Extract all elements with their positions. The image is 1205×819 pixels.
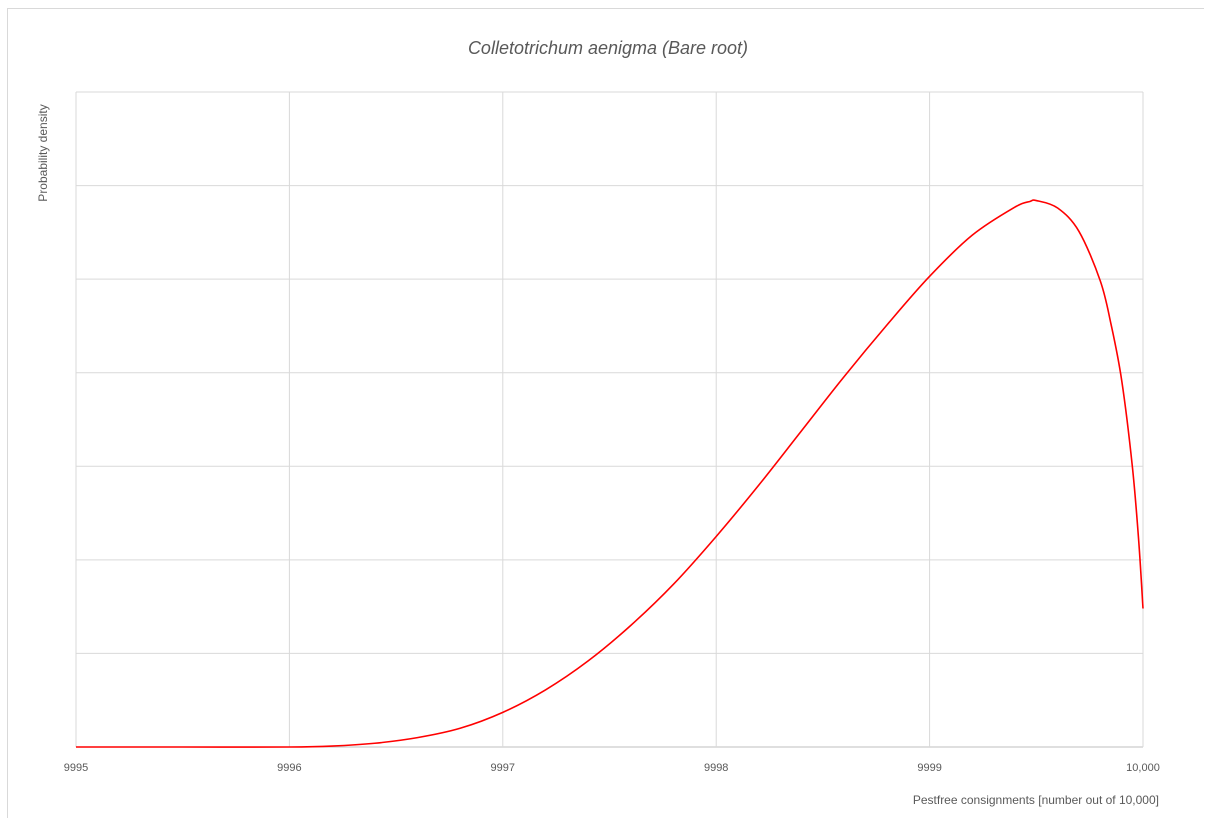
series-layer: [75, 199, 1144, 748]
grid: [75, 91, 1144, 748]
x-tick-labels: 9995 9996 9997 9998 9999 10,000: [64, 762, 1160, 774]
x-tick-label: 9996: [277, 762, 301, 774]
x-tick-label: 9997: [491, 762, 515, 774]
chart-frame: [7, 8, 1204, 818]
y-axis-label: Probability density: [36, 104, 50, 201]
x-axis-label: Pestfree consignments [number out of 10,…: [913, 793, 1159, 807]
x-tick-label: 9998: [704, 762, 728, 774]
x-tick-label: 9999: [917, 762, 941, 774]
chart-title: Colletotrichum aenigma (Bare root): [468, 38, 748, 58]
series-line: [75, 199, 1144, 748]
x-tick-label: 10,000: [1126, 762, 1160, 774]
x-tick-label: 9995: [64, 762, 88, 774]
